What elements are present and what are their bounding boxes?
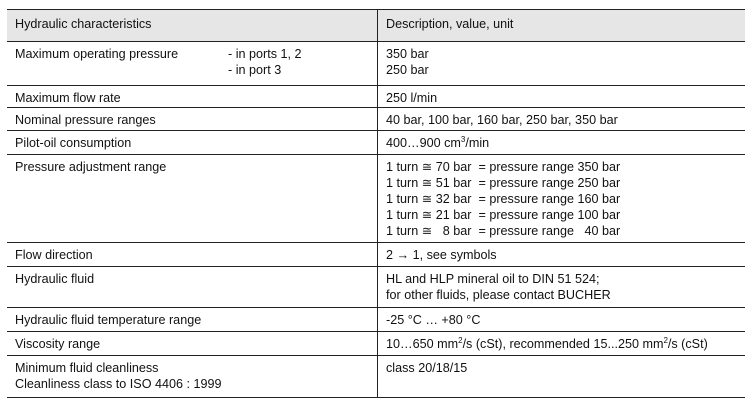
table-header: Hydraulic characteristics Description, v… [7,9,745,42]
row-label: Minimum fluid cleanliness Cleanliness cla… [7,355,378,398]
row-value: HL and HLP mineral oil to DIN 51 524; for… [377,266,745,308]
hydraulic-characteristics-table: Hydraulic characteristics Description, v… [7,9,745,398]
row-value: -25 °C … +80 °C [377,307,745,332]
row-value: 1 turn ≅ 70 bar = pressure range 350 bar… [377,154,745,243]
row-value: 2 → 1, see symbols [377,242,745,267]
header-right: Description, value, unit [377,9,745,42]
table-row: Flow direction 2 → 1, see symbols [7,242,745,267]
table-row: Minimum fluid cleanliness Cleanliness cla… [7,355,745,398]
table-row: Nominal pressure ranges 40 bar, 100 bar,… [7,107,745,131]
row-value: 250 bar [386,63,429,77]
sub-label: - in ports 1, 2 [228,47,302,61]
row-label: Maximum flow rate [7,85,378,108]
row-label: Hydraulic fluid temperature range [7,307,378,332]
row-label: Viscosity range [7,331,378,356]
table-row: Pilot-oil consumption 400…900 cm3/min [7,130,745,155]
table-row: Viscosity range 10…650 mm2/s (cSt), reco… [7,331,745,356]
row-value: 400…900 cm3/min [377,130,745,155]
row-label: Pilot-oil consumption [7,130,378,155]
row-value: 250 l/min [377,85,745,108]
table-row: Hydraulic fluid temperature range -25 °C… [7,307,745,332]
row-label: Pressure adjustment range [7,154,378,243]
row-value: 40 bar, 100 bar, 160 bar, 250 bar, 350 b… [377,107,745,131]
sub-label: - in port 3 [228,63,282,77]
header-left: Hydraulic characteristics [7,9,378,42]
table-row: Hydraulic fluid HL and HLP mineral oil t… [7,266,745,308]
table-row: Maximum operating pressure - in ports 1, … [7,41,745,86]
table-row: Maximum flow rate 250 l/min [7,85,745,108]
row-label: Flow direction [7,242,378,267]
row-value: 10…650 mm2/s (cSt), recommended 15...250… [377,331,745,356]
row-value: 350 bar [386,47,429,61]
table-row: Pressure adjustment range 1 turn ≅ 70 ba… [7,154,745,243]
row-label: Maximum operating pressure [15,47,179,61]
row-label: Nominal pressure ranges [7,107,378,131]
row-value: class 20/18/15 [377,355,745,398]
row-label: Hydraulic fluid [7,266,378,308]
